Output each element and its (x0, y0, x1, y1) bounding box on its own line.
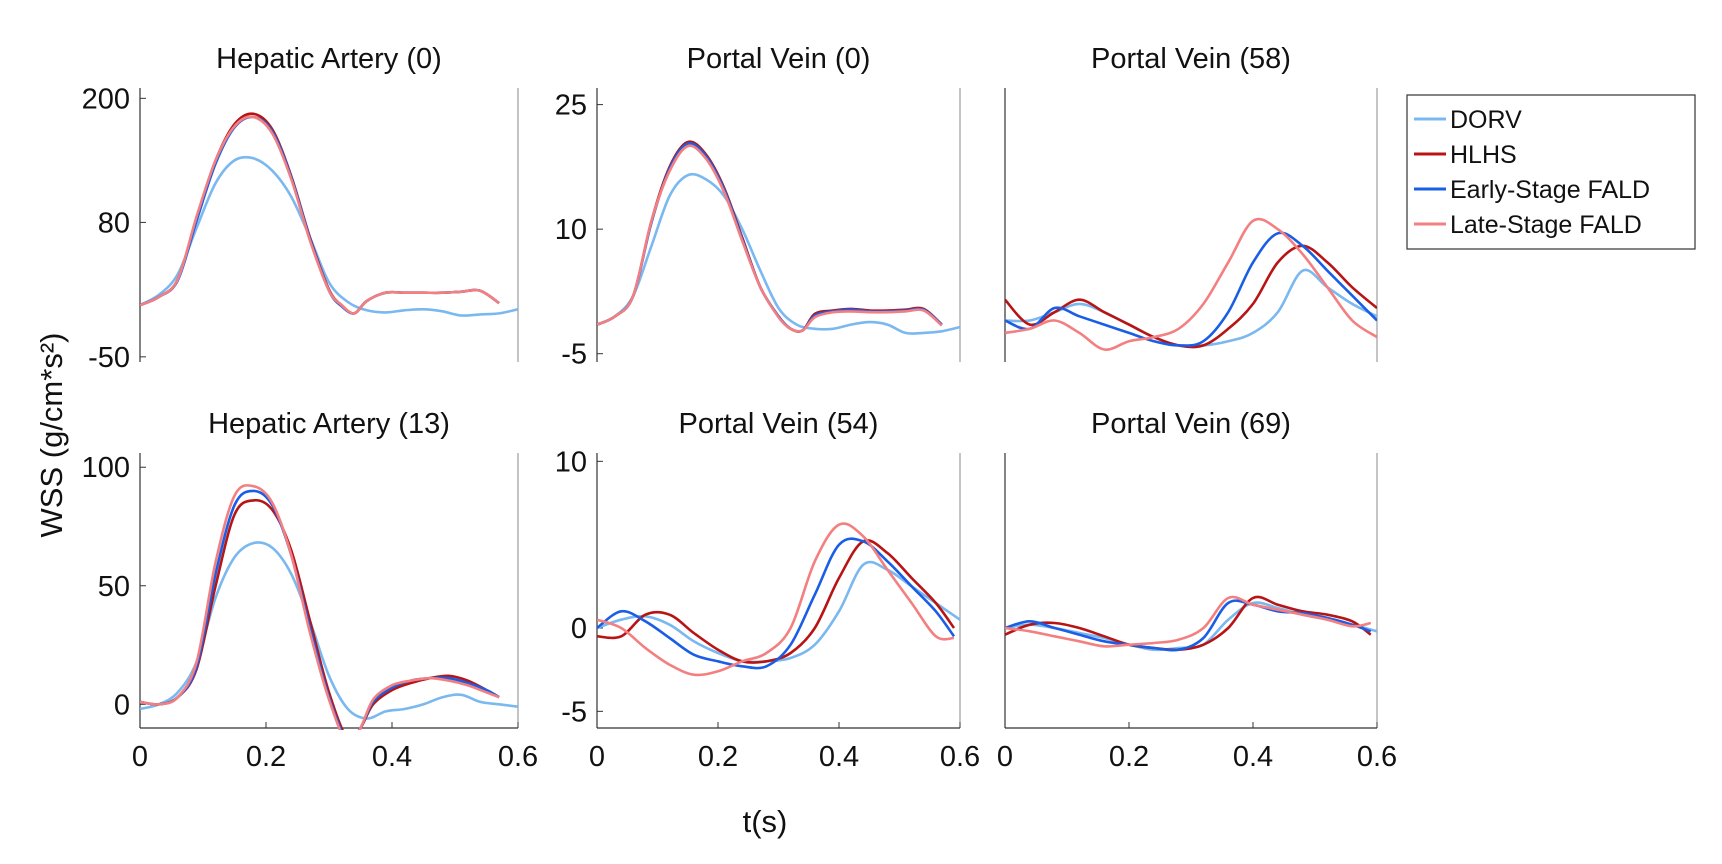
y-tick-label: -50 (88, 342, 130, 374)
x-tick-label: 0 (997, 741, 1013, 773)
y-tick-label: 80 (98, 207, 130, 239)
series-group (1005, 595, 1377, 652)
y-tick-label: 200 (82, 83, 130, 115)
y-axis-title: WSS (g/cm*s²) (34, 333, 69, 538)
series-line-hlhs (140, 112, 500, 315)
legend: DORV HLHS Early-Stage FALD Late-Stage FALD (1406, 94, 1696, 250)
y-tick-label: 50 (98, 571, 130, 603)
x-tick-label: 0.2 (246, 741, 286, 773)
y-tick-label: -5 (561, 696, 587, 728)
series-line-dorv (1005, 601, 1377, 652)
y-tick-label: -5 (561, 339, 587, 371)
series-line-hlhs (1005, 595, 1372, 652)
subplot-title: Portal Vein (54) (679, 408, 879, 440)
series-line-late-stage-fald (140, 115, 500, 315)
y-tick-label: 10 (555, 214, 587, 246)
series-group (597, 522, 960, 677)
subplot-title: Portal Vein (69) (1091, 408, 1291, 440)
series-line-early-stage-fald (140, 115, 500, 315)
x-tick-label: 0.2 (698, 741, 738, 773)
x-tick-label: 0.2 (1109, 741, 1149, 773)
y-tick-label: 0 (571, 613, 587, 645)
series-line-hlhs (597, 539, 956, 664)
series-group (140, 112, 518, 317)
legend-label-early-stage-fald: Early-Stage FALD (1450, 176, 1650, 204)
legend-label-late-stage-fald: Late-Stage FALD (1450, 211, 1642, 239)
series-line-early-stage-fald (1005, 599, 1372, 652)
legend-label-hlhs: HLHS (1450, 141, 1517, 169)
series-line-dorv (597, 560, 960, 664)
subplot-title: Portal Vein (58) (1091, 43, 1291, 75)
x-axis-title: t(s) (743, 804, 788, 839)
series-line-early-stage-fald (140, 489, 500, 730)
x-tick-label: 0.6 (940, 741, 980, 773)
x-tick-label: 0.6 (498, 741, 538, 773)
subplot-1: Hepatic Artery (0) -50 80 200 (82, 43, 519, 374)
subplot-title: Hepatic Artery (0) (216, 43, 442, 75)
subplot-6: Portal Vein (69) 0 0.2 0.4 0.6 (997, 408, 1397, 773)
series-line-dorv (597, 172, 960, 335)
series-line-late-stage-fald (597, 144, 943, 333)
legend-label-dorv: DORV (1450, 106, 1522, 134)
series-group (597, 140, 960, 335)
series-group (140, 484, 518, 730)
y-tick-label: 25 (555, 90, 587, 122)
series-line-hlhs (140, 498, 500, 730)
subplot-4: Hepatic Artery (13) 0 50 100 0 0.2 0.4 0.6 (82, 408, 539, 773)
series-line-hlhs (1005, 244, 1377, 349)
series-line-late-stage-fald (140, 484, 500, 730)
y-tick-label: 0 (114, 689, 130, 721)
y-tick-label: 10 (555, 446, 587, 478)
y-tick-label: 100 (82, 452, 130, 484)
subplot-title: Hepatic Artery (13) (208, 408, 450, 440)
subplot-2: Portal Vein (0) -5 10 25 (555, 43, 961, 371)
series-group (1005, 217, 1377, 351)
subplot-3: Portal Vein (58) (1004, 43, 1378, 362)
x-tick-label: 0 (589, 741, 605, 773)
series-line-late-stage-fald (1005, 217, 1377, 351)
series-line-early-stage-fald (1005, 231, 1377, 347)
series-line-late-stage-fald (1005, 595, 1372, 648)
subplot-title: Portal Vein (0) (687, 43, 871, 75)
x-tick-label: 0.4 (819, 741, 859, 773)
x-tick-label: 0.4 (372, 741, 412, 773)
legend-entries: DORV HLHS Early-Stage FALD Late-Stage FALD (1414, 106, 1650, 239)
series-line-late-stage-fald (597, 522, 955, 677)
series-line-early-stage-fald (597, 537, 956, 670)
x-tick-label: 0.4 (1233, 741, 1273, 773)
legend-box (1406, 94, 1696, 250)
x-tick-label: 0 (132, 741, 148, 773)
series-line-dorv (140, 155, 518, 317)
x-tick-label: 0.6 (1357, 741, 1397, 773)
